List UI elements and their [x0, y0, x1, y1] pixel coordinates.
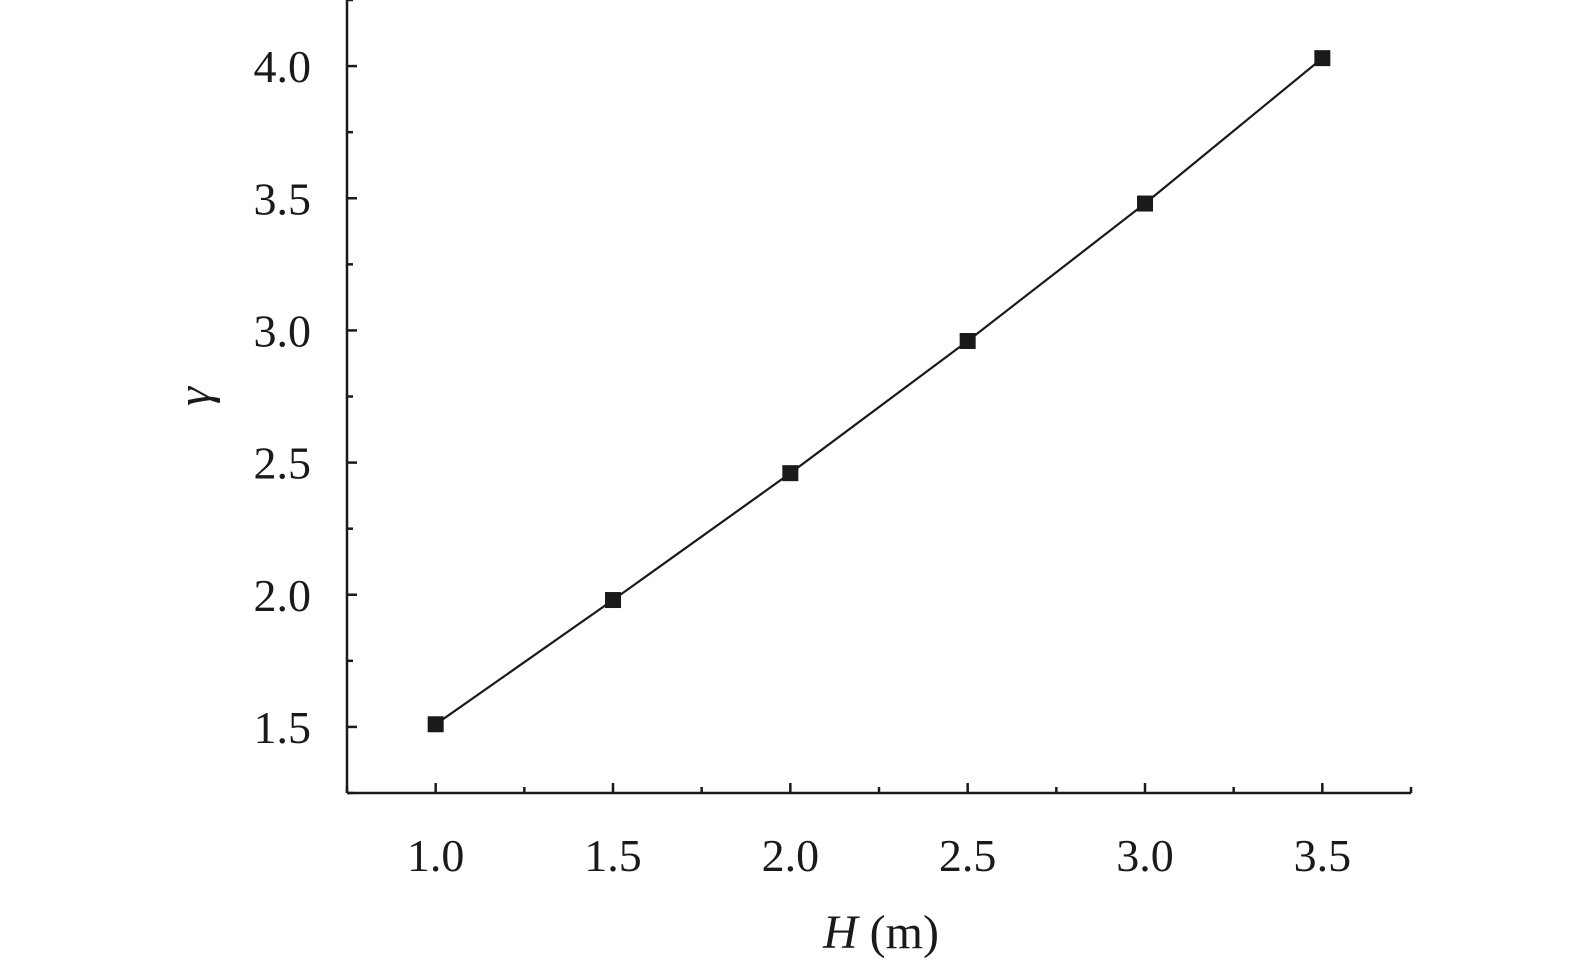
data-point [605, 592, 621, 609]
x-tick-label: 1.5 [584, 830, 642, 881]
x-tick-label: 2.0 [762, 830, 820, 881]
y-ticks: 1.5 2.0 2.5 3.0 3.5 4.0 [254, 0, 357, 795]
data-point [1137, 195, 1153, 212]
x-axis-unit: (m) [858, 906, 939, 959]
y-tick-label: 3.0 [254, 305, 312, 356]
x-axis-title: H (m) [822, 906, 939, 959]
series-line [435, 57, 1323, 726]
x-ticks: 1.0 1.5 2.0 2.5 3.0 3.5 [345, 783, 1413, 881]
y-tick-label: 2.0 [254, 570, 312, 621]
y-tick-label: 3.5 [254, 173, 312, 224]
data-point [427, 716, 444, 733]
data-point [1314, 50, 1331, 67]
data-point [782, 465, 799, 482]
y-tick-label: 2.5 [254, 438, 312, 489]
y-tick-label: 4.0 [254, 41, 312, 92]
y-tick-label: 1.5 [254, 702, 312, 753]
data-point [959, 332, 976, 349]
x-tick-label: 3.0 [1116, 830, 1174, 881]
x-tick-label: 2.5 [939, 830, 997, 881]
series [427, 50, 1331, 733]
x-tick-label: 1.0 [407, 830, 465, 881]
x-axis-variable: H [822, 906, 860, 959]
y-axis-title: γ [168, 386, 221, 406]
x-tick-label: 3.5 [1294, 830, 1352, 881]
